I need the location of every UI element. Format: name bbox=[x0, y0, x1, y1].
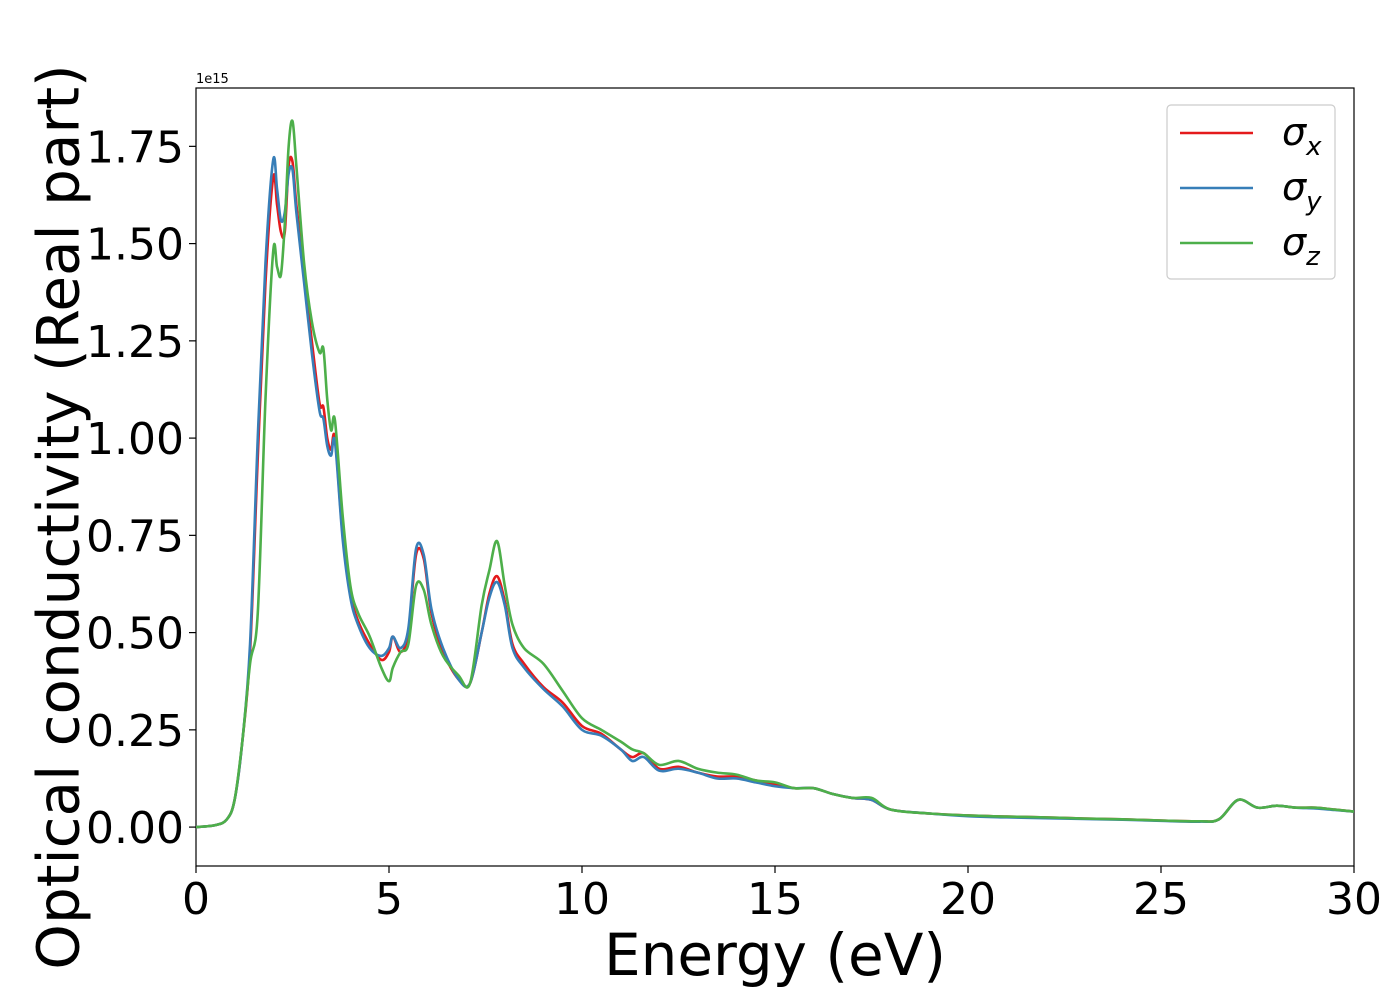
y-tick-label: 0.50 bbox=[86, 609, 184, 660]
legend-box bbox=[1166, 104, 1336, 280]
legend-symbol: σ bbox=[1282, 165, 1308, 209]
y-tick-label: 0.25 bbox=[86, 706, 184, 757]
x-tick-label: 20 bbox=[940, 874, 996, 925]
legend-symbol: σ bbox=[1282, 220, 1308, 264]
legend-label-y: σy bbox=[1282, 165, 1322, 217]
x-axis-title: Energy (eV) bbox=[604, 921, 946, 989]
legend-symbol: σ bbox=[1282, 110, 1308, 154]
x-axis: 0 5 10 15 20 25 30 bbox=[182, 866, 1382, 925]
x-tick-label: 0 bbox=[182, 874, 210, 925]
x-tick-label: 15 bbox=[747, 874, 803, 925]
x-tick-label: 5 bbox=[375, 874, 403, 925]
legend-label-x: σx bbox=[1282, 110, 1322, 162]
x-tick-label: 30 bbox=[1326, 874, 1382, 925]
y-tick-label: 1.50 bbox=[86, 220, 184, 271]
y-axis: 0.00 0.25 0.50 0.75 1.00 1.25 1.50 1.75 bbox=[86, 122, 196, 854]
y-tick-label: 0.75 bbox=[86, 511, 184, 562]
legend-subscript: x bbox=[1305, 132, 1322, 162]
legend-subscript: y bbox=[1305, 187, 1322, 217]
legend-label-z: σz bbox=[1282, 220, 1321, 272]
x-tick-label: 10 bbox=[554, 874, 610, 925]
y-tick-label: 1.00 bbox=[86, 414, 184, 465]
series-line-z bbox=[196, 119, 1354, 829]
y-tick-label: 1.25 bbox=[86, 317, 184, 368]
y-axis-title: Optical conductivity (Real part) bbox=[24, 64, 92, 969]
y-tick-label: 0.00 bbox=[86, 803, 184, 854]
y-tick-label: 1.75 bbox=[86, 122, 184, 173]
series-layer bbox=[196, 119, 1354, 829]
legend-subscript: z bbox=[1305, 242, 1321, 272]
y-offset-text: 1e15 bbox=[196, 72, 229, 87]
x-tick-label: 25 bbox=[1133, 874, 1189, 925]
